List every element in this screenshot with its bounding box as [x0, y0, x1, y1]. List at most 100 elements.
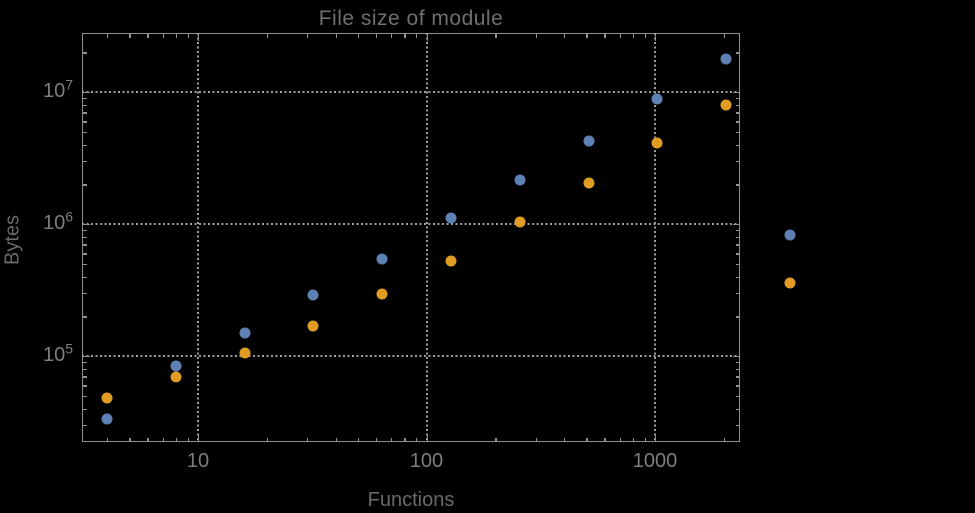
- data-point-series-orange: [583, 177, 595, 189]
- x-minor-tick: [391, 438, 393, 442]
- gridline-vertical: [654, 33, 656, 442]
- y-minor-tick: [736, 161, 740, 163]
- data-point-series-blue: [445, 212, 457, 224]
- y-minor-tick: [83, 144, 87, 146]
- y-minor-tick: [83, 263, 87, 266]
- x-minor-tick: [307, 34, 309, 38]
- y-minor-tick: [83, 253, 87, 255]
- data-point-series-blue: [514, 174, 526, 186]
- x-minor-tick: [632, 34, 635, 38]
- x-minor-tick: [335, 438, 337, 442]
- x-minor-tick: [723, 34, 726, 38]
- y-minor-tick: [83, 131, 87, 134]
- y-minor-tick: [83, 184, 87, 186]
- y-tick-base: 10: [42, 344, 66, 366]
- legend-marker-series-orange: [784, 277, 796, 289]
- x-minor-tick: [175, 438, 178, 442]
- data-point-series-blue: [583, 135, 595, 147]
- data-point-series-orange: [170, 371, 182, 383]
- x-minor-tick: [266, 438, 269, 442]
- y-tick-exponent: 6: [65, 208, 73, 225]
- y-tick-base: 10: [42, 212, 66, 234]
- y-minor-tick: [83, 230, 87, 232]
- y-minor-tick: [736, 368, 740, 371]
- data-point-series-blue: [170, 360, 182, 372]
- y-minor-tick: [83, 385, 87, 387]
- y-minor-tick: [736, 385, 740, 387]
- x-minor-tick: [564, 438, 566, 442]
- y-minor-tick: [83, 395, 87, 398]
- y-minor-tick: [736, 276, 740, 278]
- y-minor-tick: [83, 276, 87, 278]
- x-major-tick: [426, 435, 428, 442]
- y-minor-tick: [736, 104, 740, 107]
- x-tick-label: 1000: [632, 450, 678, 472]
- x-minor-tick: [632, 438, 635, 442]
- y-tick-label: 106: [0, 209, 73, 234]
- x-minor-tick: [162, 34, 164, 38]
- x-minor-tick: [535, 34, 537, 38]
- y-minor-tick: [83, 121, 87, 123]
- x-major-tick: [655, 34, 657, 41]
- y-minor-tick: [736, 263, 740, 266]
- x-minor-tick: [391, 34, 393, 38]
- x-minor-tick: [187, 438, 189, 442]
- data-point-series-orange: [376, 288, 388, 300]
- y-minor-tick: [736, 131, 740, 134]
- y-minor-tick: [736, 184, 740, 186]
- y-minor-tick: [736, 98, 740, 100]
- x-minor-tick: [147, 34, 149, 38]
- data-point-series-blue: [376, 253, 388, 265]
- gridline-horizontal: [82, 355, 740, 357]
- plot-frame: [82, 33, 740, 442]
- y-minor-tick: [83, 362, 87, 364]
- y-major-tick: [83, 356, 90, 358]
- x-minor-tick: [604, 34, 606, 38]
- data-point-series-orange: [445, 255, 457, 267]
- x-minor-tick: [404, 438, 406, 442]
- data-point-series-orange: [307, 320, 319, 332]
- y-major-tick: [83, 224, 90, 226]
- data-point-series-blue: [307, 289, 319, 301]
- y-minor-tick: [83, 52, 87, 54]
- y-minor-tick: [736, 376, 740, 378]
- y-minor-tick: [736, 230, 740, 232]
- data-point-series-blue: [239, 327, 251, 339]
- x-minor-tick: [162, 438, 164, 442]
- gridline-horizontal: [82, 223, 740, 225]
- data-point-series-blue: [101, 413, 113, 425]
- x-minor-tick: [266, 34, 269, 38]
- y-minor-tick: [736, 121, 740, 123]
- y-minor-tick: [736, 236, 740, 239]
- x-minor-tick: [175, 34, 178, 38]
- x-minor-tick: [357, 34, 360, 38]
- data-point-series-blue: [651, 93, 663, 105]
- y-tick-exponent: 7: [65, 76, 73, 93]
- y-minor-tick: [83, 244, 87, 246]
- gridline-vertical: [425, 33, 428, 442]
- x-minor-tick: [375, 438, 378, 442]
- x-minor-tick: [307, 438, 309, 442]
- x-major-tick: [198, 435, 200, 442]
- y-minor-tick: [83, 316, 87, 318]
- y-minor-tick: [736, 244, 740, 246]
- x-minor-tick: [129, 34, 131, 38]
- gridline-horizontal: [82, 91, 740, 93]
- y-major-tick: [733, 92, 740, 94]
- y-minor-tick: [736, 112, 740, 114]
- y-minor-tick: [736, 408, 740, 410]
- x-minor-tick: [107, 34, 109, 38]
- x-minor-tick: [495, 34, 497, 38]
- x-minor-tick: [586, 34, 588, 38]
- x-minor-tick: [586, 438, 588, 442]
- y-minor-tick: [736, 316, 740, 318]
- gridline-vertical: [197, 33, 199, 442]
- y-minor-tick: [736, 293, 740, 295]
- x-minor-tick: [335, 34, 337, 38]
- data-point-series-orange: [651, 137, 663, 149]
- y-minor-tick: [736, 253, 740, 255]
- y-minor-tick: [83, 408, 87, 410]
- y-major-tick: [733, 224, 740, 226]
- y-minor-tick: [83, 425, 87, 427]
